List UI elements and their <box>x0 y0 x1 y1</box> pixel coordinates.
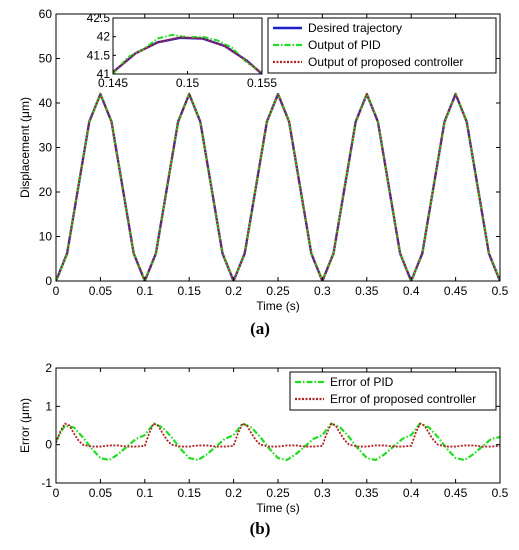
series-group <box>56 92 500 281</box>
x-tick-label: 0.35 <box>355 284 379 298</box>
legend-box <box>289 371 497 411</box>
legend-label-1: Error of PID <box>330 375 394 389</box>
y-axis-label: Displacement (μm) <box>18 97 32 198</box>
series-line-2 <box>56 422 500 448</box>
y-tick-label: 10 <box>39 230 53 244</box>
x-axis-label: Time (s) <box>256 501 300 515</box>
x-tick-label: 0.15 <box>178 486 202 500</box>
inset-zoom: 0.145 0.15 0.155 41 41.5 42 42.5 <box>87 11 278 90</box>
x-tick-label: 0.4 <box>403 284 420 298</box>
x-tick-label: 0.25 <box>266 284 290 298</box>
x-axis-label: Time (s) <box>256 299 300 313</box>
x-tick-label: 0.15 <box>178 284 202 298</box>
x-tick-label: 0.1 <box>136 284 153 298</box>
x-tick-label: 0.2 <box>225 284 242 298</box>
x-tick-label: 0.25 <box>266 486 290 500</box>
x-tick-label: 0.05 <box>89 284 113 298</box>
inset-series-line-3 <box>113 36 262 74</box>
panel-a-displacement-chart: 0 0.05 0.1 0.15 0.2 0.25 0.3 0.35 0.4 0.45 0.5 0 10 2… <box>18 7 509 313</box>
y-tick-label: 20 <box>39 185 53 199</box>
inset-area <box>113 18 262 74</box>
inset-y-tick-label: 41 <box>97 67 111 81</box>
x-tick-label: 0 <box>53 486 60 500</box>
x-tick-label: 0.3 <box>314 284 331 298</box>
inset-y-tick-label: 42.5 <box>87 11 111 25</box>
y-tick-label: 60 <box>39 7 53 21</box>
inset-x-tick-label: 0.155 <box>247 76 277 90</box>
x-tick-label: 0.1 <box>136 486 153 500</box>
y-tick-label: 50 <box>39 52 53 66</box>
panel-a-caption: (a) <box>250 319 270 338</box>
legend-label-2: Output of PID <box>308 38 381 52</box>
inset-series-line-2 <box>113 33 262 74</box>
legend-label-2: Error of proposed controller <box>330 392 476 406</box>
legend-label-1: Desired trajectory <box>308 21 402 35</box>
y-tick-label: 0 <box>45 274 52 288</box>
y-tick-label: 0 <box>45 438 52 452</box>
y-tick-label: 2 <box>45 361 52 375</box>
series-line-3 <box>56 93 500 281</box>
x-tick-label: 0.35 <box>355 486 379 500</box>
panel-b-caption: (b) <box>250 519 271 538</box>
y-tick-label: 40 <box>39 96 53 110</box>
inset-x-tick-label: 0.145 <box>98 76 128 90</box>
y-tick-label: -1 <box>41 476 52 490</box>
inset-series-group <box>113 33 262 74</box>
legend-box <box>267 17 497 74</box>
x-tick-label: 0.3 <box>314 486 331 500</box>
y-tick-label: 1 <box>45 399 52 413</box>
x-tick-label: 0.2 <box>225 486 242 500</box>
x-tick-label: 0.5 <box>492 284 509 298</box>
x-tick-label: 0.4 <box>403 486 420 500</box>
x-tick-label: 0 <box>53 284 60 298</box>
y-axis-label: Error (μm) <box>18 398 32 453</box>
x-tick-label: 0.45 <box>444 486 468 500</box>
x-tick-label: 0.5 <box>492 486 509 500</box>
series-group <box>56 422 500 462</box>
x-tick-label: 0.45 <box>444 284 468 298</box>
inset-y-tick-label: 42 <box>97 30 111 44</box>
legend: Error of PID Error of proposed controller <box>289 371 497 411</box>
inset-x-tick-label: 0.15 <box>176 76 200 90</box>
series-line-1 <box>56 422 500 462</box>
legend-label-3: Output of proposed controller <box>308 55 463 69</box>
inset-y-tick-label: 41.5 <box>87 48 111 62</box>
legend: Desired trajectory Output of PID Output of… <box>267 17 497 74</box>
x-tick-label: 0.05 <box>89 486 113 500</box>
y-tick-label: 30 <box>39 141 53 155</box>
panel-b-error-chart: 0 0.05 0.1 0.15 0.2 0.25 0.3 0.35 0.4 0.45 0.5-101… <box>18 361 509 515</box>
